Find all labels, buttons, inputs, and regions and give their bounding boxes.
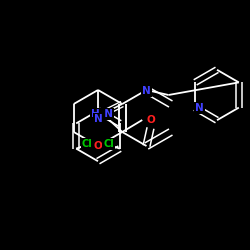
Text: N: N [94,114,102,124]
Text: Cl: Cl [104,138,114,148]
Text: N: N [195,102,203,113]
Text: Cl: Cl [82,138,92,148]
Text: O: O [94,141,102,151]
Text: O: O [146,115,155,125]
Text: N: N [142,86,151,96]
Text: H₂N: H₂N [91,109,113,119]
